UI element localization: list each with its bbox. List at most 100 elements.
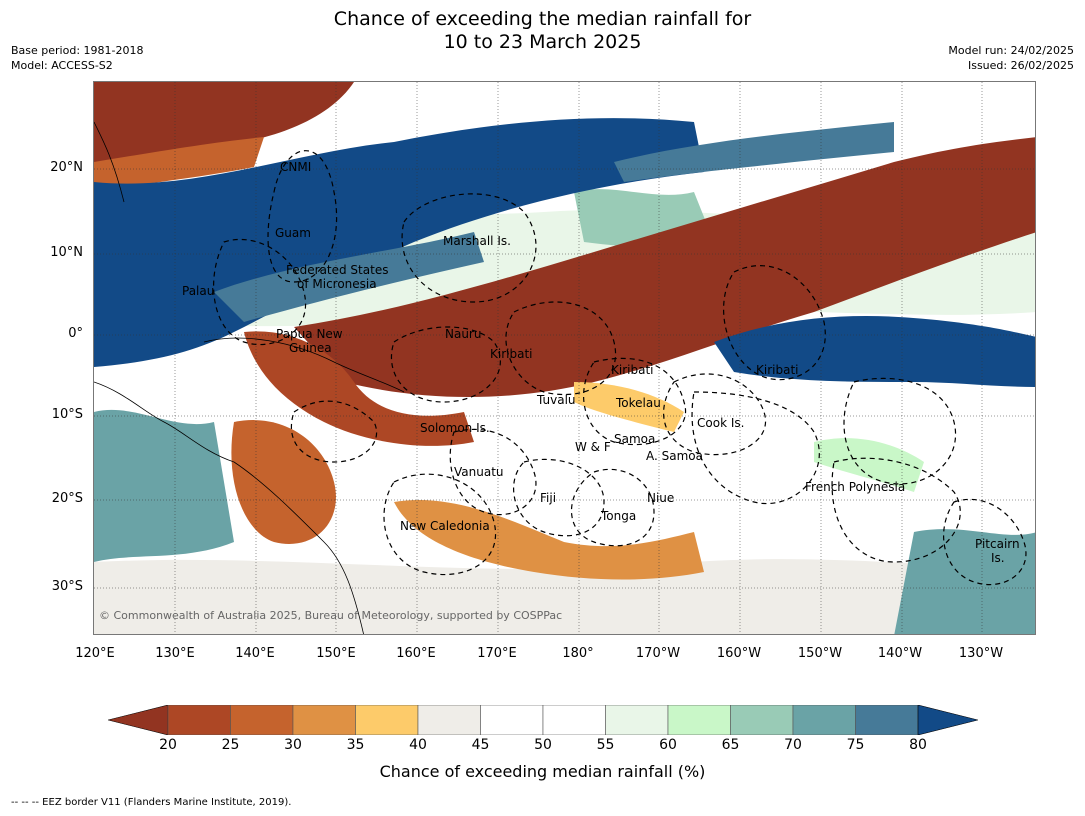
colorbar-tick-label: 45: [471, 737, 490, 753]
colorbar-tick-label: 25: [221, 737, 240, 753]
colorbar-tick-label: 80: [909, 737, 927, 753]
colorbar-tick-label: 65: [721, 737, 740, 753]
lon-label-130e: 130°E: [155, 646, 195, 661]
colorbar-tick-label: 70: [784, 737, 802, 753]
colorbar-cell: [855, 705, 919, 735]
colorbar-cell: [480, 705, 544, 735]
lon-label-150w: 150°W: [797, 646, 843, 661]
colorbar-cell: [542, 705, 606, 735]
region-labels: CNMI Guam Marshall Is. Federated States …: [182, 160, 1020, 565]
north-blue-patch: [614, 122, 894, 182]
colorbar-cell: [230, 705, 294, 735]
tuvalu-yellow: [574, 382, 684, 432]
nw-brown: [94, 82, 354, 172]
model-run: Model run: 24/02/2025: [948, 44, 1074, 57]
lon-label-140e: 140°E: [235, 646, 275, 661]
label-solomon: Solomon Is.: [420, 421, 490, 435]
south-orange-band: [394, 500, 704, 580]
meta-left: Base period: 1981-2018 Model: ACCESS-S2: [11, 43, 143, 73]
label-asamoa: A. Samoa: [646, 449, 703, 463]
label-tuvalu: Tuvalu: [536, 393, 576, 407]
label-niue: Niue: [647, 491, 674, 505]
title-line-2: 10 to 23 March 2025: [443, 31, 642, 53]
colorbar-tick-label: 40: [409, 737, 427, 753]
colorbar-cells: [108, 705, 978, 735]
label-pitcairn-1: Pitcairn: [975, 537, 1020, 551]
colorbar-tick-label: 35: [346, 737, 365, 753]
map-svg: CNMI Guam Marshall Is. Federated States …: [94, 82, 1035, 634]
label-kiribati-west: Kiribati: [490, 347, 532, 361]
label-marshall: Marshall Is.: [443, 234, 511, 248]
label-png-1: Papua New: [276, 327, 343, 341]
label-png-2: Guinea: [289, 341, 332, 355]
label-kiribati-central: Kiribati: [611, 363, 653, 377]
australia-east-green: [94, 409, 234, 562]
lon-label-160e: 160°E: [396, 646, 436, 661]
red-band-south-edge: [244, 331, 474, 446]
south-neutral: [94, 559, 1035, 634]
graticule: [94, 82, 1035, 634]
colorbar-tick-label: 30: [284, 737, 302, 753]
map-title: Chance of exceeding the median rainfall …: [0, 8, 1085, 54]
label-fsm-1: Federated States: [286, 263, 388, 277]
colorbar-tick-label: 50: [534, 737, 552, 753]
copyright-text: © Commonwealth of Australia 2025, Bureau…: [99, 609, 563, 622]
colorbar-tick-label: 20: [159, 737, 177, 753]
colorbar-cell: [605, 705, 669, 735]
lon-label-180: 180°: [562, 646, 594, 661]
colorbar-tick-label: 75: [846, 737, 865, 753]
label-palau: Palau: [182, 284, 214, 298]
lon-label-170w: 170°W: [635, 646, 681, 661]
lat-label-30s: 30°S: [51, 579, 83, 594]
red-band: [294, 137, 1035, 397]
colorbar-cell: [417, 705, 481, 735]
lat-label-20s: 20°S: [51, 491, 83, 506]
colorbar-arrow-low: [108, 705, 169, 735]
cook-green: [814, 438, 924, 492]
lon-label-120e: 120°E: [75, 646, 115, 661]
lat-label-0: 0°: [68, 326, 83, 341]
title-line-1: Chance of exceeding the median rainfall …: [333, 8, 752, 30]
base-period: Base period: 1981-2018: [11, 44, 144, 57]
colorbar: [108, 705, 978, 735]
lat-label-10n: 10°N: [50, 245, 83, 260]
eez-footnote: -- -- -- EEZ border V11 (Flanders Marine…: [11, 797, 292, 808]
lat-label-20n: 20°N: [50, 160, 83, 175]
colorbar-cell: [667, 705, 731, 735]
label-vanuatu: Vanuatu: [454, 465, 504, 479]
label-nauru: Nauru: [445, 327, 481, 341]
label-fiji: Fiji: [540, 491, 556, 505]
issued-date: Issued: 26/02/2025: [967, 59, 1074, 72]
lon-label-160w: 160°W: [716, 646, 762, 661]
label-samoa: Samoa: [614, 432, 655, 446]
rainfall-map: CNMI Guam Marshall Is. Federated States …: [93, 81, 1036, 635]
label-wf: W & F: [575, 440, 611, 454]
nw-orange: [94, 137, 264, 192]
lat-label-10s: 10°S: [51, 407, 83, 422]
coral-sea-orange: [231, 420, 336, 544]
meta-right: Model run: 24/02/2025 Issued: 26/02/2025: [948, 43, 1074, 73]
colorbar-label: Chance of exceeding median rainfall (%): [379, 762, 706, 781]
colorbar-cell: [792, 705, 856, 735]
label-pitcairn-2: Is.: [991, 551, 1005, 565]
label-tokelau: Tokelau: [615, 396, 661, 410]
eez-borders: [213, 150, 1027, 586]
colorbar-cell: [167, 705, 231, 735]
colorbar-arrow-high: [917, 705, 978, 735]
colorbar-cell: [355, 705, 419, 735]
blue-band-edge: [214, 232, 484, 322]
lon-label-150e: 150°E: [316, 646, 356, 661]
colorbar-cell: [292, 705, 356, 735]
label-tonga: Tonga: [600, 509, 636, 523]
label-guam: Guam: [275, 226, 311, 240]
east-blue-tongue: [714, 316, 1035, 387]
colorbar-cell: [730, 705, 794, 735]
label-fsm-2: of Micronesia: [297, 277, 377, 291]
colorbar-tick-label: 60: [659, 737, 677, 753]
lon-label-130w: 130°W: [958, 646, 1004, 661]
label-cook: Cook Is.: [697, 416, 744, 430]
label-new-caledonia: New Caledonia: [400, 519, 490, 533]
label-french-polynesia: French Polynesia: [805, 480, 905, 494]
model-name: Model: ACCESS-S2: [11, 59, 113, 72]
label-cnmi: CNMI: [280, 160, 311, 174]
